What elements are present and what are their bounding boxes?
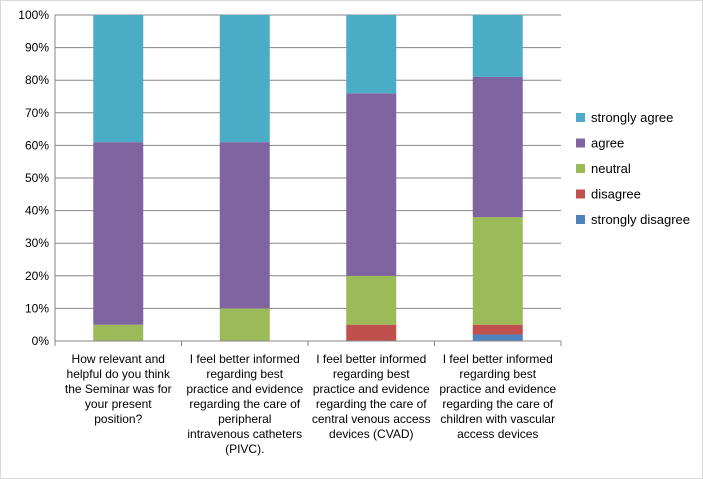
bars	[93, 15, 523, 341]
bar-segment-agree	[472, 76, 523, 218]
legend-label: agree	[591, 136, 624, 151]
legend-swatch	[576, 113, 585, 122]
bar-segment-strongly-agree	[472, 15, 523, 77]
x-category-label: I feel better informed regarding best prac…	[186, 352, 303, 456]
legend-label: strongly disagree	[591, 212, 690, 227]
bar-segment-neutral	[93, 324, 144, 341]
x-category-label: I feel better informed regarding best prac…	[439, 352, 556, 441]
legend-label: neutral	[591, 161, 631, 176]
bar-segment-neutral	[219, 308, 270, 341]
y-tick-label: 100%	[18, 8, 49, 22]
y-tick-label: 10%	[25, 301, 49, 315]
legend-swatch	[576, 164, 585, 173]
x-category-label: I feel better informed regarding best prac…	[312, 352, 431, 441]
axes	[54, 15, 562, 346]
legend-swatch	[576, 215, 585, 224]
bar-segment-disagree	[472, 324, 523, 335]
x-category-label: How relevant and helpful do you think the …	[65, 352, 172, 426]
bar-segment-neutral	[346, 275, 397, 325]
legend-swatch	[576, 138, 585, 148]
legend-label: disagree	[591, 187, 641, 202]
bar-segment-strongly-agree	[219, 15, 270, 143]
bar-segment-disagree	[346, 324, 397, 341]
legend-swatch	[576, 189, 585, 199]
y-tick-label: 50%	[25, 171, 49, 185]
bar-segment-neutral	[472, 217, 523, 325]
bar-segment-agree	[219, 142, 270, 309]
y-tick-label: 90%	[25, 41, 49, 55]
bar-segment-agree	[346, 93, 397, 276]
y-tick-label: 0%	[32, 334, 50, 348]
legend-label: strongly agree	[591, 110, 673, 125]
y-tick-label: 60%	[25, 138, 49, 152]
y-tick-label: 80%	[25, 73, 49, 87]
y-tick-labels: 0% 10% 20% 30% 40% 50% 60% 70% 80% 90% 100%	[18, 8, 49, 348]
bar-segment-strongly-disagree	[472, 334, 523, 341]
bar-segment-agree	[93, 142, 144, 325]
bar-segment-strongly-agree	[93, 15, 144, 143]
legend: strongly agree agree neutral disagree strong…	[576, 110, 690, 227]
y-tick-label: 40%	[25, 204, 49, 218]
x-category-labels: How relevant and helpful do you think the …	[65, 352, 557, 456]
y-tick-label: 20%	[25, 269, 49, 283]
y-tick-label: 70%	[25, 106, 49, 120]
bar-segment-strongly-agree	[346, 15, 397, 94]
y-tick-label: 30%	[25, 236, 49, 250]
